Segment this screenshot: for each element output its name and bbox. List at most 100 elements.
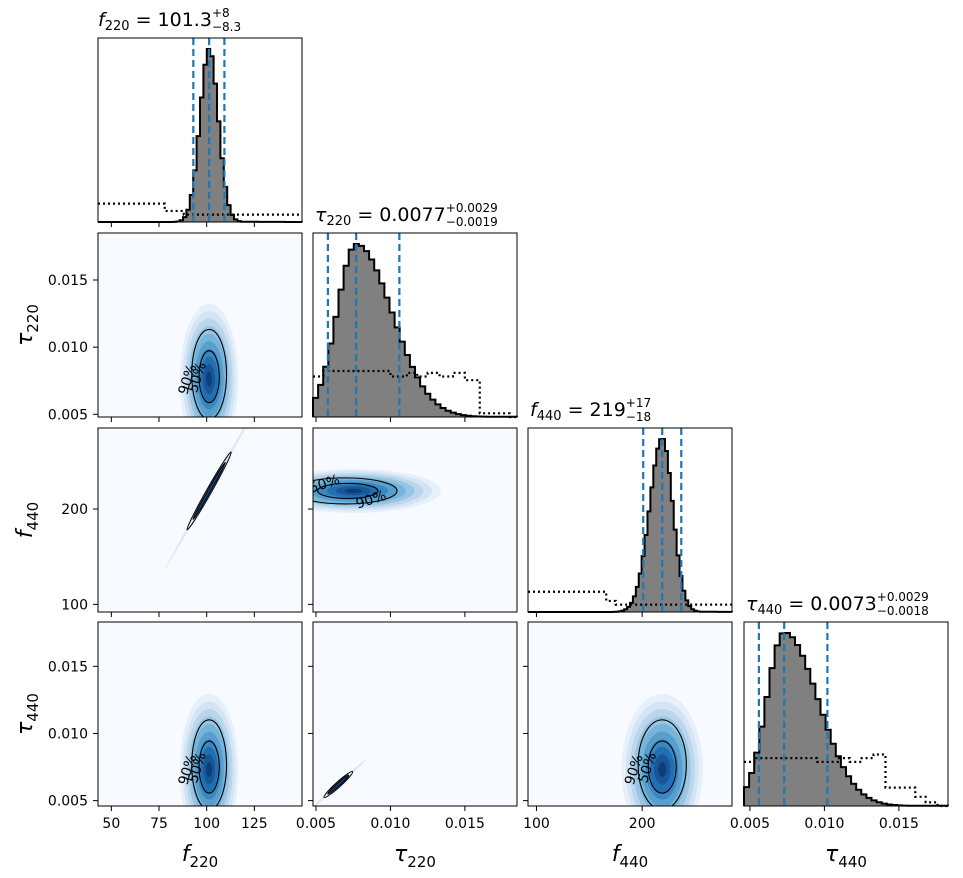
pair-panel-frame (97, 232, 303, 418)
axis-symbol: τ (825, 842, 839, 867)
x-tick-label: 0.015 (879, 816, 919, 832)
x-tick-label: 100 (523, 816, 550, 832)
diag-panel-frame (743, 621, 949, 807)
axis-symbol: τ (13, 332, 38, 346)
density-ring (206, 371, 213, 387)
title-symbol: τ (746, 593, 758, 615)
x-tick-label: 0.010 (370, 816, 410, 832)
x-axis-label-3: τ440 (825, 842, 867, 871)
density-layer (165, 428, 254, 569)
axis-symbol: f (13, 527, 38, 538)
title-equals: = (782, 593, 810, 615)
contour-50 (192, 461, 226, 520)
x-tick-label: 100 (193, 816, 220, 832)
density-background (313, 428, 517, 612)
x-tick-label: 200 (629, 816, 656, 832)
axis-subscript: 440 (620, 853, 649, 871)
axis-symbol: τ (394, 842, 408, 867)
title-symbol: f (530, 399, 540, 421)
density-layer: 50%90% (176, 693, 239, 806)
panel-title-2: f440 = 219+17 −18 (530, 396, 651, 424)
density-layer: 50%90% (621, 693, 703, 806)
pair-panel-frame (97, 621, 303, 807)
diag-panel-1: τ220 = 0.0077+0.0029 −0.0019 (312, 201, 518, 419)
y-tick-label: 0.005 (48, 407, 88, 423)
diag-panel-frame (312, 232, 518, 418)
prior-histogram-line (98, 202, 302, 216)
y-tick-label: 0.015 (48, 273, 88, 289)
axis-subscript: 440 (838, 853, 867, 871)
pair-panel-3-2: 50%90% (527, 621, 733, 807)
x-tick-label: 75 (150, 816, 168, 832)
y-axis-label-1: τ220 (13, 304, 42, 346)
x-axis-label-1: τ220 (394, 842, 436, 871)
title-upper-error: +0.0029 (446, 201, 498, 215)
contour-90 (191, 719, 228, 806)
diag-panel-bg (528, 428, 732, 612)
panel-title-0: f220 = 101.3+8 −8.3 (98, 6, 241, 34)
axis-subscript: 220 (190, 853, 219, 871)
density-layer (313, 758, 367, 806)
title-subscript: 220 (105, 19, 130, 34)
y-axis-label-2: f440 (13, 502, 42, 538)
contour-50 (198, 740, 220, 794)
prior-histogram-line (528, 590, 732, 606)
axis-symbol: f (182, 842, 193, 867)
contour-90 (323, 770, 354, 799)
y-tick-label: 100 (61, 597, 88, 613)
panel-title-3: τ440 = 0.0073+0.0029 −0.0018 (746, 590, 929, 618)
x-tick-label: 0.010 (804, 816, 844, 832)
x-tick-label: 125 (241, 816, 268, 832)
title-lower-error: −8.3 (212, 20, 241, 34)
pair-panel-2-1: 50%90% (312, 427, 518, 613)
y-tick-label: 0.005 (48, 794, 88, 810)
pair-panel-3-1 (312, 621, 518, 807)
title-lower-error: −0.0019 (446, 215, 498, 229)
title-value: 101.3 (158, 9, 212, 31)
title-upper-error: +0.0029 (877, 590, 929, 604)
axis-symbol: τ (13, 721, 38, 735)
axis-subscript: 220 (24, 304, 42, 333)
pair-panel-frame (312, 621, 518, 807)
panel-title-1: τ220 = 0.0077+0.0029 −0.0019 (315, 201, 498, 229)
contour-50 (647, 740, 677, 794)
pair-panel-2-0 (97, 427, 303, 613)
pair-panel-1-0: 50%90% (97, 232, 303, 418)
title-equals: = (130, 9, 158, 31)
title-symbol: f (98, 9, 108, 31)
density-background (98, 428, 302, 612)
posterior-histogram-fill (744, 633, 948, 806)
pair-panel-frame (527, 621, 733, 807)
density-ring (658, 761, 667, 777)
title-symbol: τ (315, 204, 327, 226)
diag-panel-3: τ440 = 0.0073+0.0029 −0.0018 (743, 590, 949, 808)
x-tick-label: 50 (102, 816, 120, 832)
diag-panel-frame (527, 427, 733, 613)
axis-subscript: 440 (24, 693, 42, 722)
pair-panel-frame (312, 427, 518, 613)
pair-panel-3-0: 50%90% (97, 621, 303, 807)
y-tick-label: 0.010 (48, 340, 88, 356)
title-value: 0.0073 (810, 593, 876, 615)
density-layer: 50%90% (176, 303, 239, 417)
y-tick-label: 200 (61, 502, 88, 518)
title-subscript: 440 (537, 409, 562, 424)
posterior-histogram-fill (313, 244, 517, 417)
contour-50 (198, 350, 220, 404)
title-equals: = (562, 399, 590, 421)
x-axis-label-2: f440 (612, 842, 648, 871)
contour-50 (327, 774, 350, 795)
axis-symbol: f (612, 842, 623, 867)
y-tick-label: 0.010 (48, 726, 88, 742)
x-tick-label: 0.005 (730, 816, 770, 832)
title-lower-error: −0.0018 (877, 604, 929, 618)
title-upper-error: +8 (212, 6, 230, 20)
contour-90 (637, 719, 687, 806)
title-subscript: 440 (757, 603, 782, 618)
title-value: 0.0077 (379, 204, 445, 226)
contour-90 (313, 477, 398, 505)
diag-panel-0: f220 = 101.3+8 −8.3 (97, 6, 303, 223)
diag-panel-frame (97, 37, 303, 223)
